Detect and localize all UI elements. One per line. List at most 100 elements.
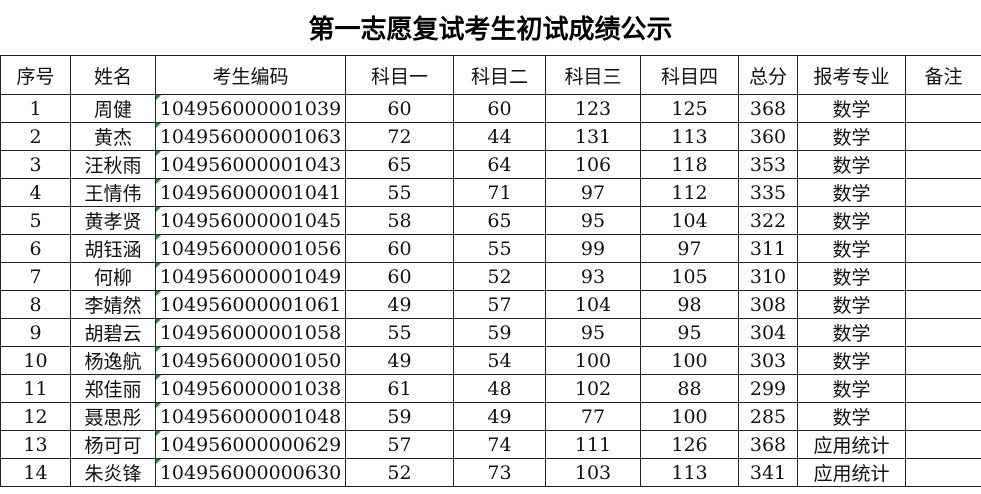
col-index-cell[interactable]: 4 [0, 178, 71, 207]
col-code-cell[interactable]: 104956000001050 [155, 346, 346, 375]
col-subject3-cell[interactable]: 102 [545, 374, 641, 403]
col-name-cell[interactable]: 郑佳丽 [70, 374, 156, 403]
col-major-cell[interactable]: 数学 [797, 150, 906, 179]
col-subject3-cell[interactable]: 97 [545, 178, 641, 207]
col-subject3-cell[interactable]: 99 [545, 234, 641, 263]
col-index-cell[interactable]: 2 [0, 122, 71, 151]
col-subject4-cell[interactable]: 95 [640, 318, 739, 347]
col-code-cell[interactable]: 104956000001049 [155, 262, 346, 291]
col-subject4-cell[interactable]: 104 [640, 206, 739, 235]
col-index-cell[interactable]: 14 [0, 458, 71, 487]
col-major-cell[interactable]: 数学 [797, 346, 906, 375]
col-remark-cell[interactable] [905, 122, 981, 151]
col-total-cell[interactable]: 308 [738, 290, 798, 319]
col-code-cell[interactable]: 104956000001038 [155, 374, 346, 403]
col-index-cell[interactable]: 7 [0, 262, 71, 291]
col-name-cell[interactable]: 何柳 [70, 262, 156, 291]
col-subject2-cell[interactable]: 48 [453, 374, 546, 403]
col-subject2-cell[interactable]: 55 [453, 234, 546, 263]
col-subject1-cell[interactable]: 57 [345, 430, 454, 459]
col-index-cell[interactable]: 5 [0, 206, 71, 235]
col-subject3-cell[interactable]: 95 [545, 318, 641, 347]
col-name-cell[interactable]: 胡碧云 [70, 318, 156, 347]
col-name-cell[interactable]: 杨逸航 [70, 346, 156, 375]
col-major-cell[interactable]: 数学 [797, 206, 906, 235]
col-total-cell[interactable]: 360 [738, 122, 798, 151]
col-subject2-cell[interactable]: 54 [453, 346, 546, 375]
col-major-cell[interactable]: 数学 [797, 234, 906, 263]
col-name-cell[interactable]: 朱炎锋 [70, 458, 156, 487]
col-subject3-cell[interactable]: 93 [545, 262, 641, 291]
col-subject2-cell[interactable]: 65 [453, 206, 546, 235]
col-subject1-cell[interactable]: 55 [345, 318, 454, 347]
col-remark-cell[interactable] [905, 234, 981, 263]
col-code-cell[interactable]: 104956000001063 [155, 122, 346, 151]
col-major-cell[interactable]: 数学 [797, 402, 906, 431]
col-subject2-cell[interactable]: 49 [453, 402, 546, 431]
col-subject1-cell[interactable]: 49 [345, 290, 454, 319]
col-remark-cell[interactable] [905, 262, 981, 291]
col-subject2-cell[interactable]: 71 [453, 178, 546, 207]
col-name-cell[interactable]: 王情伟 [70, 178, 156, 207]
col-remark-cell[interactable] [905, 430, 981, 459]
col-subject4-cell[interactable]: 98 [640, 290, 739, 319]
col-remark-cell[interactable] [905, 458, 981, 487]
col-code-cell[interactable]: 104956000001056 [155, 234, 346, 263]
col-subject4-cell[interactable]: 88 [640, 374, 739, 403]
col-subject4-cell[interactable]: 105 [640, 262, 739, 291]
col-subject2-cell[interactable]: 73 [453, 458, 546, 487]
col-subject2-cell[interactable]: 52 [453, 262, 546, 291]
col-total-cell[interactable]: 299 [738, 374, 798, 403]
col-subject1-cell[interactable]: 49 [345, 346, 454, 375]
col-code-cell[interactable]: 104956000001058 [155, 318, 346, 347]
col-code-cell[interactable]: 104956000001041 [155, 178, 346, 207]
col-subject1-cell[interactable]: 72 [345, 122, 454, 151]
col-total-cell[interactable]: 285 [738, 402, 798, 431]
col-subject3-cell[interactable]: 77 [545, 402, 641, 431]
col-remark-cell[interactable] [905, 178, 981, 207]
col-total-cell[interactable]: 311 [738, 234, 798, 263]
col-subject1-cell[interactable]: 52 [345, 458, 454, 487]
col-major-cell[interactable]: 数学 [797, 122, 906, 151]
col-name-cell[interactable]: 汪秋雨 [70, 150, 156, 179]
col-subject4-cell[interactable]: 112 [640, 178, 739, 207]
col-subject4-cell[interactable]: 118 [640, 150, 739, 179]
col-total-cell[interactable]: 310 [738, 262, 798, 291]
col-index-cell[interactable]: 13 [0, 430, 71, 459]
col-total-cell[interactable]: 303 [738, 346, 798, 375]
col-subject1-cell[interactable]: 65 [345, 150, 454, 179]
col-subject4-cell[interactable]: 113 [640, 458, 739, 487]
col-subject2-cell[interactable]: 60 [453, 94, 546, 123]
col-code-cell[interactable]: 104956000001061 [155, 290, 346, 319]
col-subject1-cell[interactable]: 61 [345, 374, 454, 403]
col-index-cell[interactable]: 1 [0, 94, 71, 123]
col-major-cell[interactable]: 数学 [797, 262, 906, 291]
col-subject4-cell[interactable]: 97 [640, 234, 739, 263]
col-index-cell[interactable]: 9 [0, 318, 71, 347]
col-index-cell[interactable]: 11 [0, 374, 71, 403]
col-total-cell[interactable]: 368 [738, 430, 798, 459]
col-major-cell[interactable]: 应用统计 [797, 430, 906, 459]
col-major-cell[interactable]: 数学 [797, 318, 906, 347]
col-subject3-cell[interactable]: 100 [545, 346, 641, 375]
col-total-cell[interactable]: 368 [738, 94, 798, 123]
col-total-cell[interactable]: 353 [738, 150, 798, 179]
col-name-cell[interactable]: 周健 [70, 94, 156, 123]
col-subject1-cell[interactable]: 59 [345, 402, 454, 431]
col-subject3-cell[interactable]: 103 [545, 458, 641, 487]
col-code-cell[interactable]: 104956000001039 [155, 94, 346, 123]
col-subject1-cell[interactable]: 55 [345, 178, 454, 207]
col-subject4-cell[interactable]: 125 [640, 94, 739, 123]
col-subject1-cell[interactable]: 60 [345, 94, 454, 123]
col-subject2-cell[interactable]: 57 [453, 290, 546, 319]
col-subject3-cell[interactable]: 106 [545, 150, 641, 179]
col-subject4-cell[interactable]: 113 [640, 122, 739, 151]
col-remark-cell[interactable] [905, 150, 981, 179]
col-subject2-cell[interactable]: 44 [453, 122, 546, 151]
col-index-cell[interactable]: 8 [0, 290, 71, 319]
col-remark-cell[interactable] [905, 402, 981, 431]
col-remark-cell[interactable] [905, 318, 981, 347]
col-subject1-cell[interactable]: 60 [345, 234, 454, 263]
col-name-cell[interactable]: 黄杰 [70, 122, 156, 151]
col-name-cell[interactable]: 李婧然 [70, 290, 156, 319]
